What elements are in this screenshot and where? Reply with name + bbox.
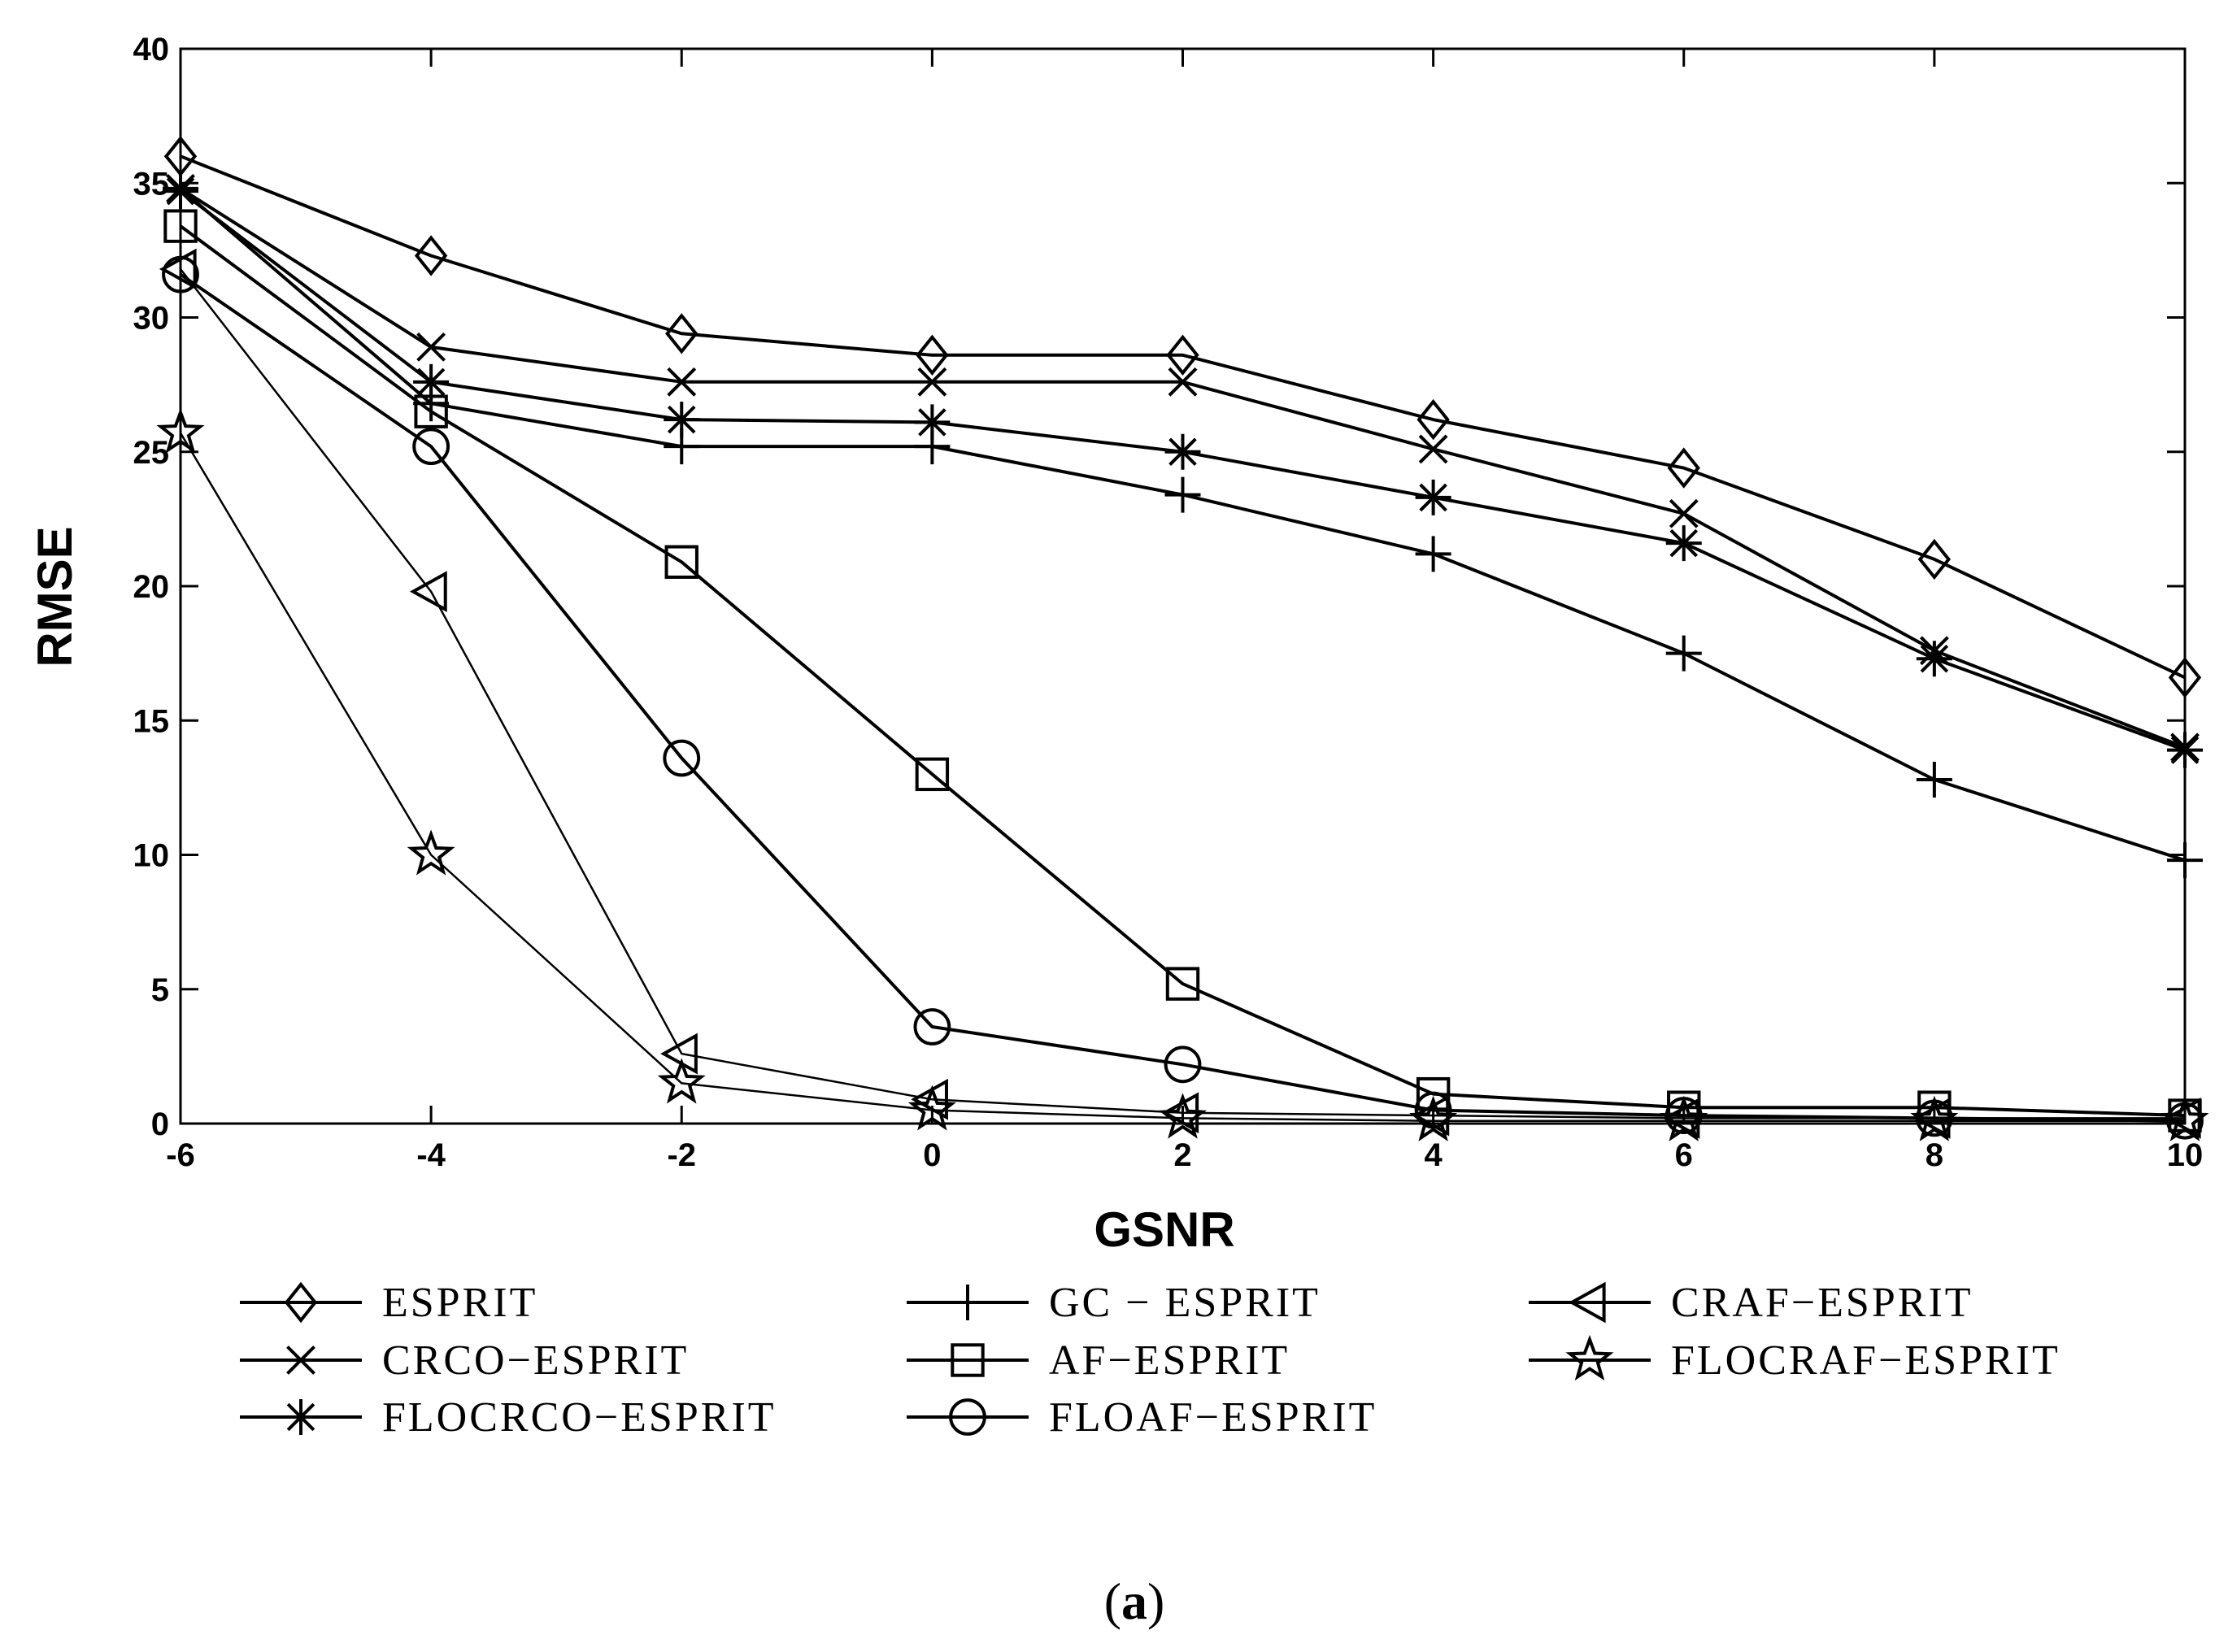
y-tick-label: 15 xyxy=(133,703,170,739)
legend-marker-gc-esprit xyxy=(950,1285,986,1320)
caption-open: ( xyxy=(1104,1572,1121,1630)
x-tick-label: -6 xyxy=(166,1137,195,1173)
legend-item-gc-esprit: GC − ESPRIT xyxy=(907,1280,1321,1326)
figure-caption: (a) xyxy=(1104,1572,1165,1630)
legend-item-flocraf-esprit: FLOCRAF−ESPRIT xyxy=(1529,1337,2060,1384)
legend-label: FLOCRCO−ESPRIT xyxy=(382,1394,777,1441)
rmse-chart: 0 5 10 15 20 25 30 35 40 -6 -4 -2 0 2 4 6 8 10 GSNR RMSE… xyxy=(0,0,2228,1652)
y-tick-label: 40 xyxy=(133,32,170,67)
series-line-craf-esprit xyxy=(181,269,2185,1118)
x-tick-label: 4 xyxy=(1425,1137,1443,1173)
data-point-gc-esprit xyxy=(1666,636,1702,672)
legend-item-craf-esprit: CRAF−ESPRIT xyxy=(1529,1280,1973,1326)
legend-label: ESPRIT xyxy=(382,1280,537,1326)
data-point-flocrco-esprit xyxy=(413,364,449,400)
series-lines xyxy=(181,156,2185,1121)
data-point-craf-esprit xyxy=(413,574,446,610)
caption-close: ) xyxy=(1147,1572,1164,1630)
y-tick-label: 10 xyxy=(133,838,170,874)
x-tick-label: -2 xyxy=(667,1137,696,1173)
data-point-flocrco-esprit xyxy=(1165,434,1201,470)
data-point-flocrco-esprit xyxy=(2167,733,2203,768)
data-point-flocrco-esprit xyxy=(1416,480,1451,515)
data-point-gc-esprit xyxy=(1165,477,1201,513)
data-point-flocrco-esprit xyxy=(664,402,699,437)
y-axis-title: RMSE xyxy=(28,526,82,667)
data-point-gc-esprit xyxy=(1416,536,1451,572)
series-line-floaf-esprit xyxy=(181,275,2185,1121)
legend-marker-flocraf-esprit xyxy=(1570,1340,1609,1377)
legend-label: GC − ESPRIT xyxy=(1049,1280,1321,1326)
x-tick-label: 0 xyxy=(923,1137,941,1173)
y-tick-label: 5 xyxy=(151,972,169,1008)
data-point-gc-esprit xyxy=(1917,762,1952,798)
data-point-flocrco-esprit xyxy=(1917,641,1952,676)
series-line-gc-esprit xyxy=(181,189,2185,860)
series-line-flocraf-esprit xyxy=(181,433,2185,1121)
series-line-flocrco-esprit xyxy=(181,191,2185,750)
legend-label: CRAF−ESPRIT xyxy=(1671,1280,1973,1326)
y-tick-label: 30 xyxy=(133,301,170,337)
x-tick-label: 10 xyxy=(2167,1137,2204,1173)
legend-item-esprit: ESPRIT xyxy=(240,1280,537,1326)
legend-label: FLOCRAF−ESPRIT xyxy=(1671,1337,2060,1384)
legend-label: FLOAF−ESPRIT xyxy=(1049,1394,1377,1441)
data-point-crco-esprit xyxy=(1670,500,1697,527)
legend-item-af-esprit: AF−ESPRIT xyxy=(907,1337,1290,1384)
series-line-esprit xyxy=(181,156,2185,677)
series-markers xyxy=(161,138,2204,1137)
series-line-af-esprit xyxy=(181,226,2185,1115)
plot-area-border xyxy=(181,49,2185,1124)
legend-item-floaf-esprit: FLOAF−ESPRIT xyxy=(907,1394,1377,1441)
x-tick-label: -4 xyxy=(416,1137,446,1173)
y-tick-label: 20 xyxy=(133,569,170,605)
data-point-flocrco-esprit xyxy=(1666,525,1702,561)
caption-label: a xyxy=(1121,1572,1147,1630)
legend-item-crco-esprit: CRCO−ESPRIT xyxy=(240,1337,689,1384)
x-tick-label: 2 xyxy=(1173,1137,1191,1173)
legend-label: AF−ESPRIT xyxy=(1049,1337,1290,1384)
x-tick-label: 8 xyxy=(1926,1137,1943,1173)
legend-item-flocrco-esprit: FLOCRCO−ESPRIT xyxy=(240,1394,777,1441)
data-point-flocraf-esprit xyxy=(411,834,450,872)
legend-label: CRCO−ESPRIT xyxy=(382,1337,689,1384)
legend: ESPRIT GC − ESPRIT CRAF−ESPRIT CRCO−ESPRIT A… xyxy=(240,1280,2060,1441)
data-point-gc-esprit xyxy=(2167,842,2203,878)
x-axis-title: GSNR xyxy=(1094,1202,1234,1257)
data-point-flocrco-esprit xyxy=(914,404,950,440)
plot-frame xyxy=(181,49,2185,1124)
x-axis-ticks: -6 -4 -2 0 2 4 6 8 10 xyxy=(166,49,2203,1173)
y-axis-ticks: 0510152025303540 xyxy=(133,32,2186,1142)
y-tick-label: 35 xyxy=(133,166,170,202)
x-tick-label: 6 xyxy=(1675,1137,1693,1173)
data-point-flocrco-esprit xyxy=(163,173,198,209)
legend-marker-flocrco-esprit xyxy=(283,1399,319,1435)
y-tick-label: 25 xyxy=(133,435,170,471)
